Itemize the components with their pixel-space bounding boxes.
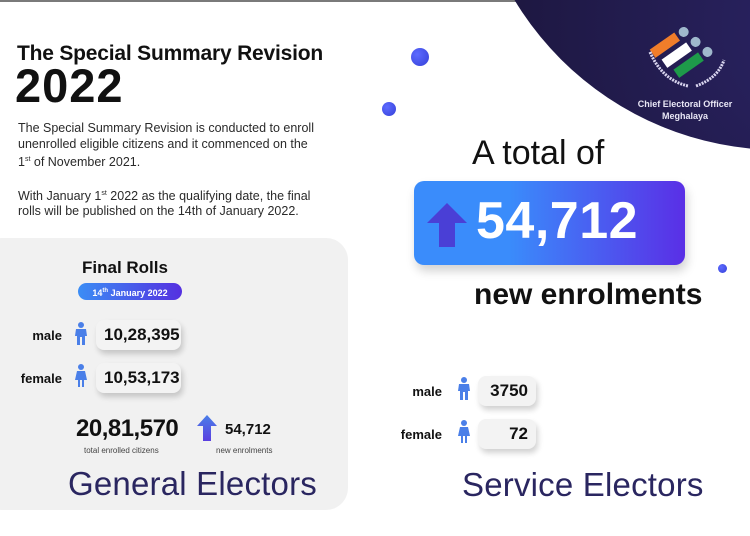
arrow-up-icon — [197, 415, 217, 441]
top-border — [0, 0, 750, 2]
service-female-label: female — [400, 427, 442, 442]
election-commission-logo-icon — [648, 26, 726, 88]
intro-paragraph-1: The Special Summary Revision is conducte… — [18, 121, 314, 170]
highlight-value: 54,712 — [476, 192, 639, 250]
arrow-up-icon — [427, 203, 467, 247]
decorative-dot — [411, 48, 429, 66]
logo-caption-line2: Meghalaya — [661, 111, 709, 121]
general-electors-title: General Electors — [68, 465, 317, 502]
service-female-count: 72 — [478, 419, 536, 449]
service-male-label: male — [412, 384, 442, 399]
general-female-label: female — [20, 371, 62, 386]
male-person-icon — [75, 322, 87, 345]
decorative-dot — [382, 102, 396, 116]
service-electors-title: Service Electors — [462, 466, 704, 503]
intro-paragraph-2: With January 1st 2022 as the qualifying … — [18, 188, 311, 219]
total-enrolled-label: total enrolled citizens — [84, 446, 159, 455]
final-rolls-date-badge: 14th January 2022 — [78, 283, 182, 300]
general-male-count: 10,28,395 — [96, 320, 181, 350]
final-rolls-title: Final Rolls — [82, 258, 168, 277]
highlight-suffix: new enrolments — [474, 278, 703, 311]
general-male-label: male — [32, 328, 62, 343]
general-new-enrolments-value: 54,712 — [225, 421, 271, 438]
general-new-enrolments-label: new enrolments — [216, 446, 273, 455]
decorative-dot — [718, 264, 727, 273]
female-person-icon — [75, 364, 87, 387]
general-female-count: 10,53,173 — [96, 363, 181, 393]
total-enrolled-value: 20,81,570 — [76, 415, 179, 442]
page-title: The Special Summary Revision — [17, 42, 324, 65]
male-person-icon — [458, 377, 470, 400]
female-person-icon — [458, 420, 470, 443]
logo-caption: Chief Electoral Officer Meghalaya — [620, 98, 750, 122]
logo-caption-line1: Chief Electoral Officer — [637, 99, 733, 109]
highlight-prefix: A total of — [472, 134, 605, 172]
page-year: 2022 — [15, 59, 124, 112]
service-male-count: 3750 — [478, 376, 536, 406]
intro-text: The Special Summary Revision is conducte… — [18, 121, 318, 235]
